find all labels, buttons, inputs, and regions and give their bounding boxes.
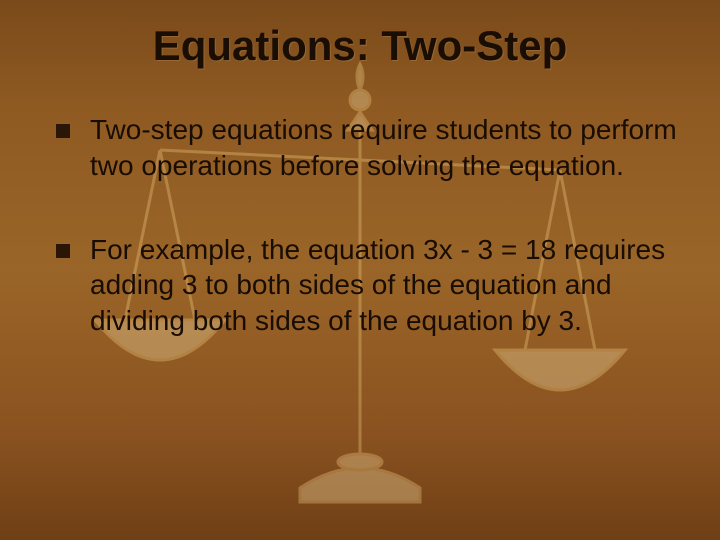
list-item: For example, the equation 3x - 3 = 18 re…: [56, 232, 680, 339]
list-item: Two-step equations require students to p…: [56, 112, 680, 184]
square-bullet-icon: [56, 244, 70, 258]
square-bullet-icon: [56, 124, 70, 138]
slide-title: Equations: Two-Step: [0, 22, 720, 70]
bullet-text: Two-step equations require students to p…: [90, 112, 680, 184]
bullet-list: Two-step equations require students to p…: [56, 112, 680, 387]
slide: Equations: Two-Step Two-step equations r…: [0, 0, 720, 540]
bullet-text: For example, the equation 3x - 3 = 18 re…: [90, 232, 680, 339]
